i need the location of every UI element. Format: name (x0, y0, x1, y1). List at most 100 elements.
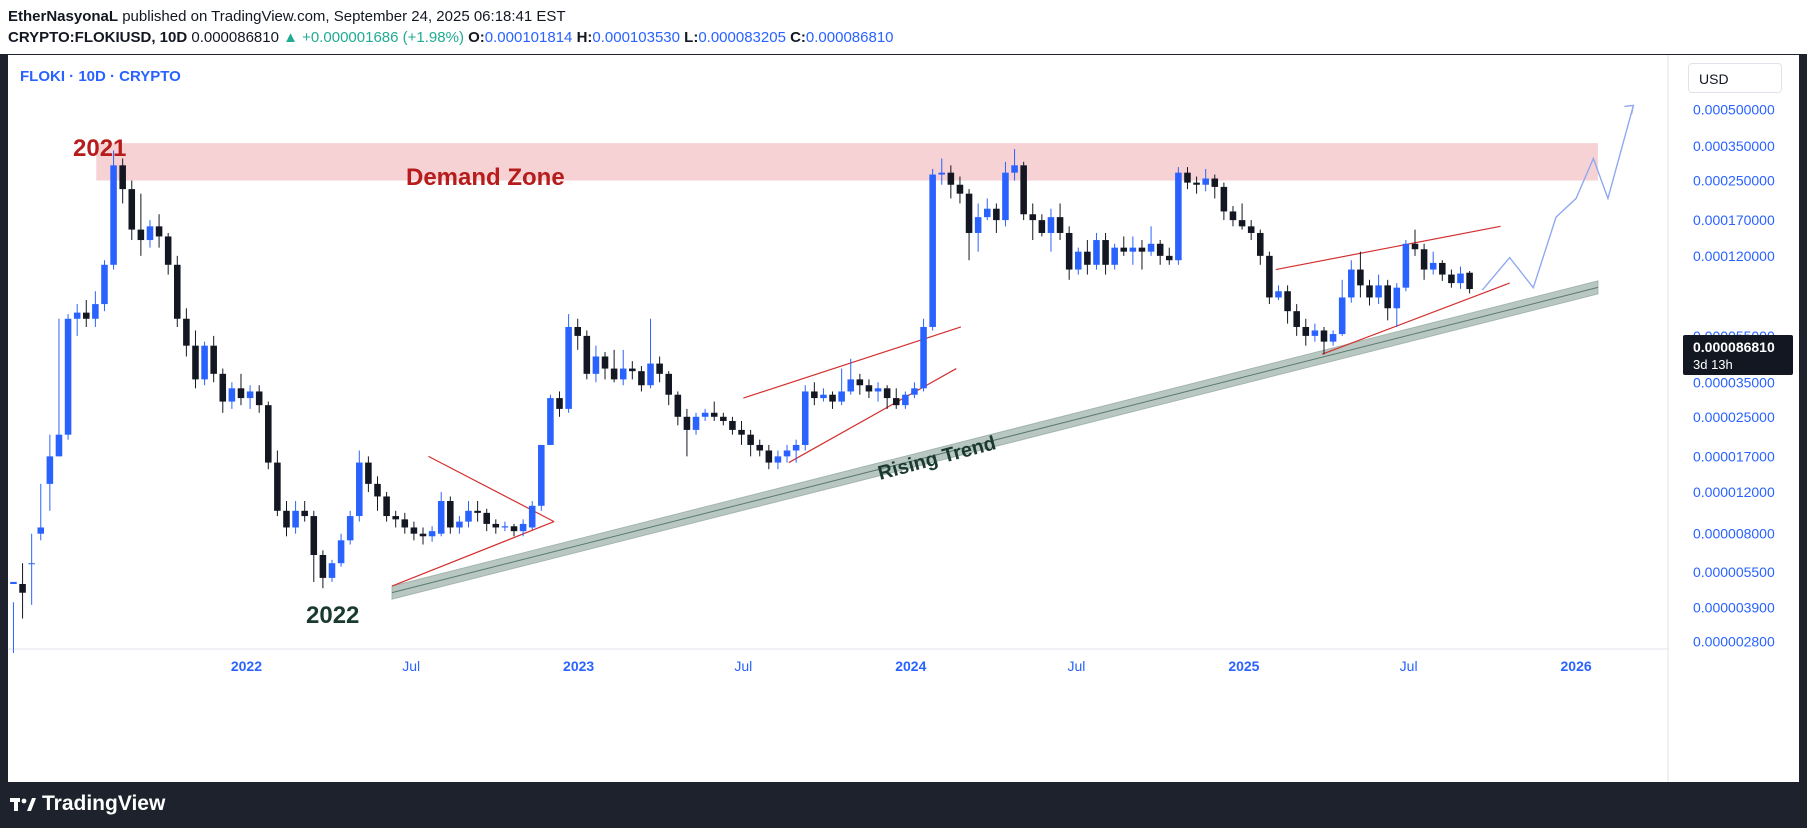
wedge-2025-upper-line (1275, 225, 1501, 271)
projection-arrowhead (1624, 104, 1635, 115)
candle-bull (801, 391, 809, 445)
low-label: L: (684, 29, 699, 46)
candle-bear (865, 385, 873, 392)
candle-bull (619, 368, 627, 380)
candle-bear (1084, 251, 1091, 265)
last-price: 0.000086810 (191, 29, 279, 46)
candle-bear (510, 526, 518, 532)
rising-trend-midline (391, 286, 1599, 594)
candle-bull (519, 523, 527, 532)
candle-bear (1065, 232, 1073, 270)
candle-bull (783, 450, 791, 457)
candle-bear (155, 226, 163, 237)
candle-bull (37, 527, 45, 534)
price-tag-value: 0.000086810 (1693, 339, 1775, 355)
candle-bear (610, 368, 618, 380)
candle-bull (647, 363, 654, 386)
price-axis-label: 0.000350000 (1693, 138, 1775, 154)
candle-bear (1420, 249, 1428, 270)
candle-bear (756, 444, 764, 451)
candle-bull (920, 326, 927, 389)
price-axis-label: 0.000035000 (1693, 374, 1775, 390)
candle-bull (501, 526, 509, 528)
candle-bull (938, 172, 946, 175)
candle-bull (1147, 243, 1155, 252)
time-axis-label: 2023 (563, 658, 594, 674)
candle-bull (838, 391, 845, 402)
price-axis-label: 0.000012000 (1693, 484, 1775, 500)
candle-bear (1293, 311, 1300, 327)
currency-button[interactable]: USD (1688, 63, 1782, 93)
candle-bear (1193, 182, 1200, 185)
rising-trend-label: Rising Trend (876, 432, 999, 485)
candle-bear (583, 335, 591, 374)
candle-bear (1302, 326, 1310, 336)
candle-bear (883, 388, 891, 399)
candle-bear (319, 554, 327, 578)
price-axis-label: 0.000170000 (1693, 212, 1775, 228)
candle-bull (1429, 262, 1437, 270)
candle-bull (465, 510, 472, 522)
candle-bear (1247, 226, 1255, 233)
candle-bear (965, 193, 973, 233)
price-axis-label: 0.000500000 (1693, 101, 1775, 117)
candle-bull (456, 521, 463, 528)
footer-bar: TradingView (0, 782, 1807, 828)
candle-bull (820, 394, 827, 399)
candle-bull (592, 356, 600, 374)
triangle-lower-line (391, 521, 555, 587)
close-value: 0.000086810 (805, 29, 894, 46)
candle-bear (310, 516, 318, 555)
candle-bear (237, 388, 245, 399)
candle-bear (164, 236, 172, 265)
candle-bull (1338, 297, 1346, 335)
symbol-label: CRYPTO:FLOKIUSD, 10D (8, 29, 188, 46)
candle-bull (911, 388, 918, 395)
price-axis-label: 0.000008000 (1693, 526, 1775, 542)
candle-bull (701, 412, 709, 417)
candle-bull (246, 391, 254, 399)
price-axis-label: 0.000250000 (1693, 173, 1775, 189)
candle-bull (428, 531, 436, 537)
candle-bear (1411, 243, 1419, 250)
candle-bear (1211, 178, 1219, 187)
candle-bear (183, 318, 190, 346)
candle-bull (929, 174, 936, 327)
candle-bull (1202, 178, 1209, 185)
candle-bull (337, 540, 345, 564)
candle-bear (474, 510, 481, 513)
candle-bull (1457, 273, 1464, 284)
candle-bear (1165, 255, 1173, 261)
candle-bear (674, 394, 682, 417)
candle-bear (1266, 255, 1273, 298)
price-axis-label: 0.000120000 (1693, 248, 1775, 264)
time-axis-label: 2026 (1561, 658, 1592, 674)
candle-bear (301, 510, 308, 517)
candle-bear (492, 523, 500, 528)
candle-bull (547, 398, 554, 445)
candle-bull (692, 416, 700, 430)
high-value: 0.000103530 (592, 29, 680, 46)
candle-bull (1175, 172, 1182, 261)
candle-bear (1029, 214, 1037, 221)
candle-bear (710, 412, 718, 417)
time-axis-label: Jul (402, 658, 420, 674)
candle-bear (1357, 269, 1364, 286)
candle-bear (601, 356, 609, 369)
candle-bear (720, 416, 727, 421)
candle-bear (1102, 240, 1109, 265)
brand-name: TradingView (42, 792, 166, 815)
tradingview-logo[interactable]: TradingView (10, 792, 165, 816)
candle-bull (1111, 247, 1118, 265)
candle-bear (274, 462, 281, 511)
candle-bear (365, 462, 372, 484)
author-name[interactable]: EtherNasyonaL (8, 8, 119, 25)
candle-bear (374, 483, 381, 497)
chart-legend[interactable]: FLOKI · 10D · CRYPTO (20, 68, 181, 85)
publish-line: EtherNasyonaL published on TradingView.c… (8, 8, 566, 25)
candle-bear (401, 519, 409, 528)
candle-bear (1257, 232, 1264, 256)
candle-bear (1366, 285, 1373, 298)
